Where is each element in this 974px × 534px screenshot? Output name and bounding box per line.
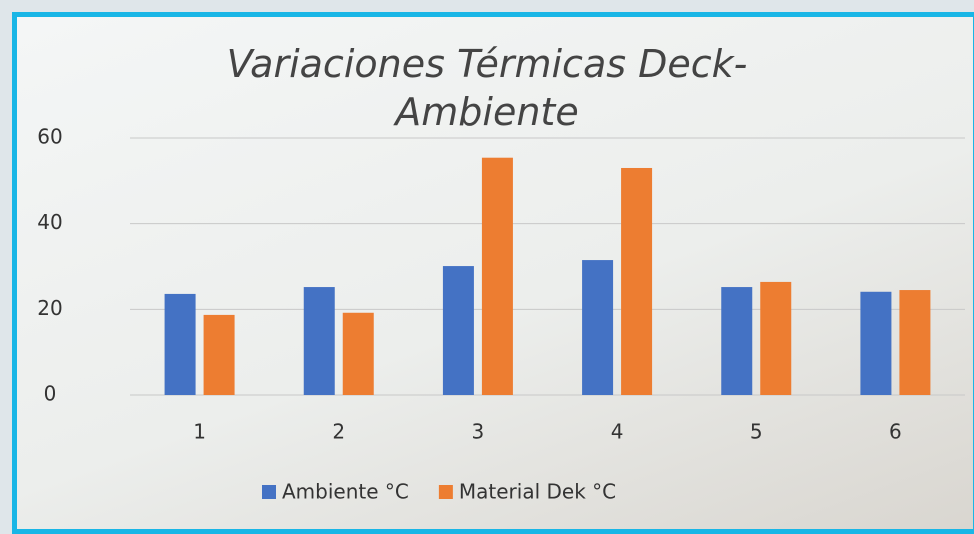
x-tick-label: 6 (889, 420, 902, 444)
x-tick-label: 4 (611, 420, 624, 444)
bar (860, 291, 892, 395)
y-tick-label: 60 (37, 125, 62, 149)
x-tick-label: 3 (472, 420, 485, 444)
bar (760, 281, 792, 395)
bar (164, 293, 196, 395)
bar (621, 167, 653, 395)
chart-title: Variaciones Térmicas Deck-Ambiente (226, 42, 748, 134)
bar (582, 260, 614, 395)
x-tick-label: 2 (332, 420, 345, 444)
bar (721, 287, 753, 395)
bar (203, 314, 235, 395)
bar (481, 157, 513, 395)
y-tick-label: 40 (37, 210, 62, 234)
legend-swatch (438, 485, 453, 499)
y-tick-label: 20 (37, 296, 62, 320)
bar (342, 312, 374, 395)
legend-swatch (262, 485, 276, 499)
bar (303, 287, 335, 395)
legend-label: Material Dek °C (459, 480, 616, 504)
y-tick-label: 0 (44, 382, 57, 406)
legend-label: Ambiente °C (282, 480, 409, 504)
x-tick-label: 1 (193, 420, 206, 444)
bar (899, 290, 931, 395)
bar (442, 266, 474, 395)
x-tick-label: 5 (750, 420, 763, 444)
